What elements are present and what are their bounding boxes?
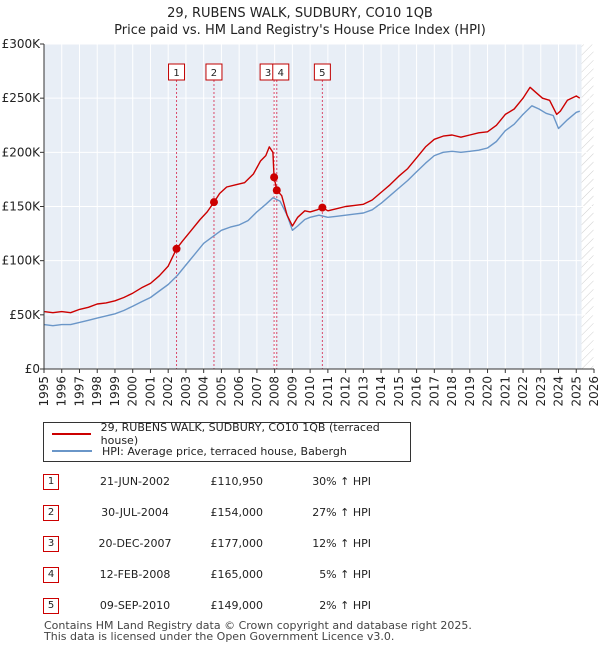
x-tick-label: 2007 bbox=[250, 376, 264, 407]
x-tick-label: 2026 bbox=[587, 376, 600, 407]
legend-label-hpi: HPI: Average price, terraced house, Babe… bbox=[102, 444, 347, 458]
y-tick-label: £300K bbox=[2, 37, 42, 51]
x-tick-label: 1999 bbox=[108, 376, 122, 407]
x-tick-label: 2024 bbox=[552, 376, 566, 407]
marker-label: 2 bbox=[211, 68, 217, 79]
x-tick-label: 1997 bbox=[72, 376, 86, 407]
x-tick-label: 2020 bbox=[481, 376, 495, 407]
chart-title: 29, RUBENS WALK, SUDBURY, CO10 1QB bbox=[167, 6, 433, 21]
marker-label-box bbox=[205, 63, 223, 81]
x-tick-label: 2025 bbox=[569, 376, 583, 407]
y-tick-label: £0 bbox=[25, 362, 40, 376]
transaction-price: £149,000 bbox=[210, 599, 264, 612]
x-tick-label: 2003 bbox=[179, 376, 193, 407]
x-tick-label: 1996 bbox=[55, 376, 69, 407]
property-series-line bbox=[43, 86, 581, 314]
transaction-date: 21-JUN-2002 bbox=[99, 475, 171, 488]
transaction-number-badge: 5 bbox=[43, 598, 59, 614]
y-tick-label: £200K bbox=[2, 145, 42, 159]
legend-swatch-hpi bbox=[52, 450, 92, 452]
marker-label: 3 bbox=[265, 68, 271, 79]
marker-label-box bbox=[313, 63, 331, 81]
x-tick-label: 2000 bbox=[126, 376, 140, 407]
x-tick-label: 2011 bbox=[321, 376, 335, 407]
legend-item-property: 29, RUBENS WALK, SUDBURY, CO10 1QB (terr… bbox=[52, 421, 410, 447]
transaction-date: 30-JUL-2004 bbox=[101, 506, 169, 519]
sale-point bbox=[270, 173, 279, 182]
x-tick-label: 1995 bbox=[37, 376, 51, 407]
legend-swatch-property bbox=[52, 433, 91, 435]
marker-label-box bbox=[168, 63, 186, 81]
x-tick-label: 2013 bbox=[356, 376, 370, 407]
transaction-date: 09-SEP-2010 bbox=[99, 599, 171, 612]
table-row: 1 21-JUN-2002 £110,950 30% ↑ HPI bbox=[43, 474, 583, 492]
footer-line-2: This data is licensed under the Open Gov… bbox=[44, 630, 395, 643]
table-row: 5 09-SEP-2010 £149,000 2% ↑ HPI bbox=[43, 598, 583, 616]
transaction-price: £165,000 bbox=[210, 568, 264, 581]
marker-label-box bbox=[272, 63, 290, 81]
marker-label: 5 bbox=[319, 68, 325, 79]
sale-point bbox=[172, 244, 181, 253]
x-tick-label: 2016 bbox=[410, 376, 424, 407]
transaction-hpi: 2% ↑ HPI bbox=[319, 599, 371, 612]
hpi-series-line bbox=[43, 105, 581, 327]
x-tick-label: 2012 bbox=[339, 376, 353, 407]
y-tick-label: £150K bbox=[2, 200, 42, 214]
sale-point bbox=[209, 198, 218, 207]
x-tick-label: 2009 bbox=[285, 376, 299, 407]
legend-label-property: 29, RUBENS WALK, SUDBURY, CO10 1QB (terr… bbox=[100, 421, 380, 447]
table-row: 4 12-FEB-2008 £165,000 5% ↑ HPI bbox=[43, 567, 583, 585]
transaction-date: 20-DEC-2007 bbox=[98, 537, 172, 550]
sale-point bbox=[318, 203, 327, 212]
y-tick-label: £100K bbox=[2, 254, 42, 268]
marker-label: 1 bbox=[173, 68, 179, 79]
transaction-number-badge: 2 bbox=[43, 505, 59, 521]
x-tick-label: 2017 bbox=[427, 376, 441, 407]
transaction-price: £110,950 bbox=[210, 475, 264, 488]
x-tick-label: 2023 bbox=[534, 376, 548, 407]
x-tick-label: 2018 bbox=[445, 376, 459, 407]
y-tick-label: £250K bbox=[2, 91, 42, 105]
transaction-price: £154,000 bbox=[210, 506, 264, 519]
x-tick-label: 2001 bbox=[143, 376, 157, 407]
y-tick-label: £50K bbox=[9, 308, 41, 322]
footer-line-1: Contains HM Land Registry data © Crown c… bbox=[44, 619, 472, 632]
legend-item-hpi: HPI: Average price, terraced house, Babe… bbox=[52, 443, 347, 459]
chart-title-block: 29, RUBENS WALK, SUDBURY, CO10 1QB Price… bbox=[0, 5, 600, 39]
x-tick-label: 2010 bbox=[303, 376, 317, 407]
x-tick-label: 2006 bbox=[232, 376, 246, 407]
x-tick-label: 2022 bbox=[516, 376, 530, 407]
transaction-hpi: 5% ↑ HPI bbox=[319, 568, 371, 581]
chart-subtitle: Price paid vs. HM Land Registry's House … bbox=[114, 23, 486, 38]
x-tick-label: 2015 bbox=[392, 376, 406, 407]
transaction-hpi: 30% ↑ HPI bbox=[312, 475, 371, 488]
transaction-hpi: 27% ↑ HPI bbox=[312, 506, 371, 519]
marker-label: 4 bbox=[278, 68, 284, 79]
transaction-number-badge: 1 bbox=[43, 474, 59, 490]
x-tick-label: 2008 bbox=[268, 376, 282, 407]
transaction-hpi: 12% ↑ HPI bbox=[312, 537, 371, 550]
table-row: 3 20-DEC-2007 £177,000 12% ↑ HPI bbox=[43, 536, 583, 554]
x-tick-label: 2019 bbox=[463, 376, 477, 407]
sale-point bbox=[272, 186, 281, 195]
transaction-price: £177,000 bbox=[210, 537, 264, 550]
x-tick-label: 2002 bbox=[161, 376, 175, 407]
transaction-date: 12-FEB-2008 bbox=[99, 568, 171, 581]
x-tick-label: 2021 bbox=[498, 376, 512, 407]
x-tick-label: 2004 bbox=[197, 376, 211, 407]
table-row: 2 30-JUL-2004 £154,000 27% ↑ HPI bbox=[43, 505, 583, 523]
x-tick-label: 2014 bbox=[374, 376, 388, 407]
transaction-number-badge: 4 bbox=[43, 567, 59, 583]
chart-legend: 29, RUBENS WALK, SUDBURY, CO10 1QB (terr… bbox=[43, 421, 411, 462]
transaction-number-badge: 3 bbox=[43, 536, 59, 552]
footer-attribution: Contains HM Land Registry data © Crown c… bbox=[44, 620, 472, 642]
x-tick-label: 1998 bbox=[90, 376, 104, 407]
x-tick-label: 2005 bbox=[214, 376, 228, 407]
